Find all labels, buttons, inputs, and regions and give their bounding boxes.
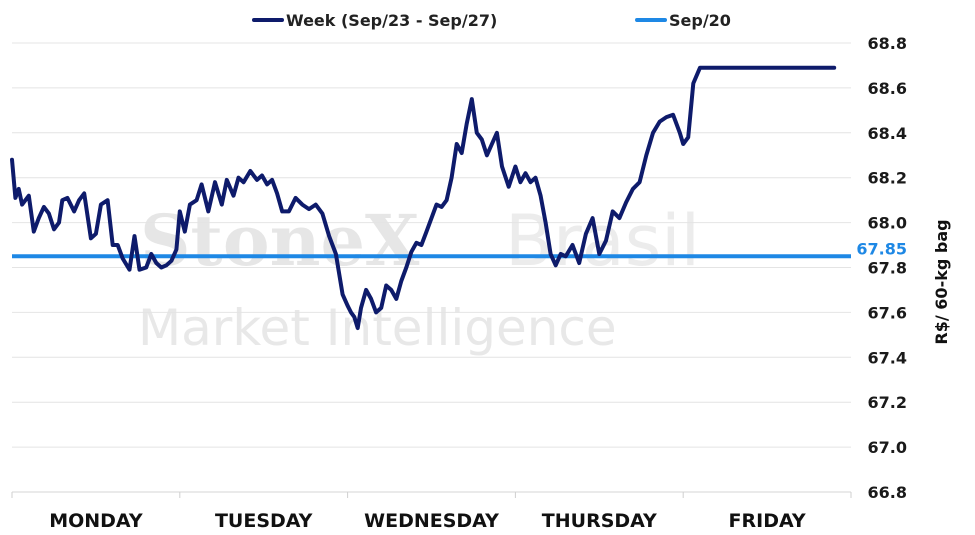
legend-week-label: Week (Sep/23 - Sep/27) — [286, 11, 497, 30]
x-tick-label: TUESDAY — [215, 510, 313, 532]
y-axis-label: R$/ 60-kg bag — [932, 219, 951, 344]
y-tick-label: 68.6 — [868, 79, 907, 98]
legend: Week (Sep/23 - Sep/27) Sep/20 — [252, 11, 731, 30]
y-tick-label: 68.0 — [868, 214, 907, 233]
watermark-brand: StoneX — [140, 199, 420, 282]
x-tick-label: WEDNESDAY — [364, 510, 499, 532]
y-tick-label: 68.8 — [868, 34, 907, 53]
x-axis: MONDAY TUESDAY WEDNESDAY THURSDAY FRIDAY — [11, 491, 852, 532]
y-tick-labels: 68.8 68.6 68.4 68.2 68.0 67.8 67.6 67.4 67.2 67.0… — [868, 34, 907, 502]
y-tick-label: 68.2 — [868, 169, 907, 188]
y-tick-label: 67.0 — [868, 438, 907, 457]
y-tick-label: 66.8 — [868, 483, 907, 502]
watermark-subtitle: Market Intelligence — [138, 299, 617, 357]
watermark-brand-suffix: Brasil — [505, 200, 700, 282]
y-tick-label: 67.4 — [868, 348, 907, 367]
watermark: StoneX Brasil Market Intelligence — [138, 199, 700, 357]
legend-ref-label: Sep/20 — [669, 11, 731, 30]
y-tick-label: 67.2 — [868, 393, 907, 412]
y-tick-label: 67.6 — [868, 303, 907, 322]
x-tick-label: MONDAY — [49, 510, 143, 532]
x-tick-label: FRIDAY — [729, 510, 806, 532]
reference-value-label: 67.85 — [856, 239, 907, 258]
y-tick-label: 67.8 — [868, 259, 907, 278]
x-tick-label: THURSDAY — [542, 510, 657, 532]
y-tick-label: 68.4 — [868, 124, 907, 143]
week-series-line — [10, 65, 837, 331]
